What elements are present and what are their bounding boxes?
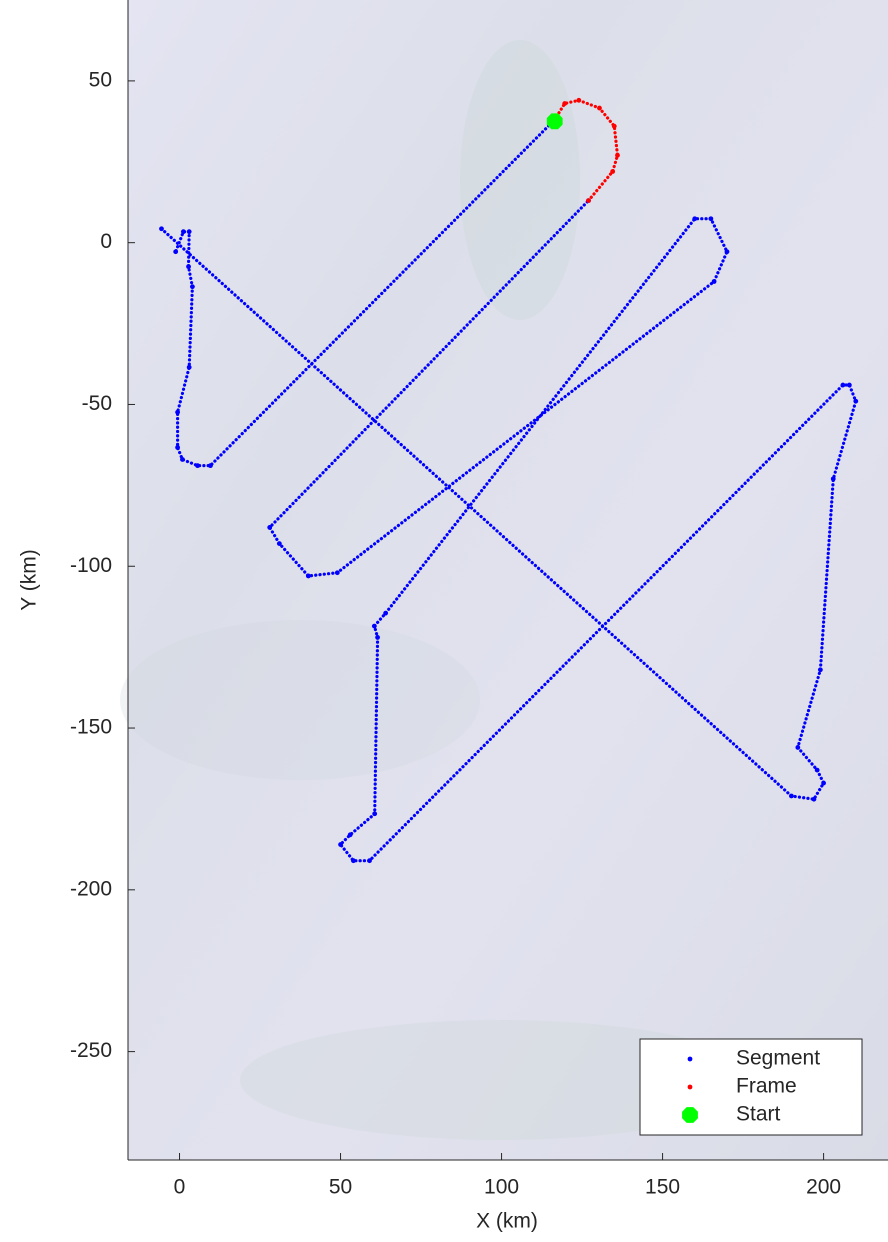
- y-tick-label: -50: [82, 392, 112, 415]
- point: [180, 229, 186, 235]
- y-axis-label: Y (km): [18, 549, 41, 610]
- point: [367, 858, 372, 864]
- legend-label: Start: [736, 1103, 781, 1126]
- point: [610, 169, 616, 174]
- point: [846, 382, 852, 388]
- point: [195, 463, 200, 469]
- point: [853, 398, 859, 404]
- point: [375, 635, 380, 640]
- y-tick-label: 50: [89, 68, 112, 91]
- point: [175, 445, 180, 450]
- point: [175, 409, 180, 415]
- legend-marker: [687, 1056, 693, 1062]
- point: [795, 745, 801, 750]
- point: [276, 541, 282, 546]
- track-line: [553, 98, 620, 203]
- point: [788, 793, 794, 799]
- point: [173, 249, 179, 255]
- y-tick-label: 0: [100, 230, 112, 253]
- point: [611, 123, 617, 129]
- point: [811, 796, 817, 802]
- point: [821, 780, 826, 786]
- legend-label: Frame: [736, 1075, 797, 1098]
- point: [586, 198, 591, 204]
- point: [347, 832, 353, 838]
- legend-box: [639, 1038, 863, 1136]
- y-tick-label: -150: [70, 716, 112, 739]
- point: [338, 842, 343, 847]
- point: [383, 610, 389, 616]
- legend: Segment Frame Start: [639, 1038, 863, 1136]
- point: [186, 264, 191, 270]
- point: [372, 811, 378, 817]
- point: [711, 279, 717, 284]
- terrain-shade: [460, 40, 580, 320]
- point: [186, 364, 192, 370]
- point: [208, 463, 213, 469]
- x-tick-label: 50: [329, 1176, 352, 1199]
- point: [724, 249, 730, 255]
- x-tick-label: 100: [484, 1176, 519, 1199]
- terrain-shade: [120, 620, 480, 780]
- point: [830, 476, 836, 482]
- point: [186, 229, 192, 235]
- x-axis-label: X (km): [476, 1210, 538, 1233]
- point: [267, 525, 273, 530]
- point: [190, 284, 195, 290]
- legend-label: Segment: [736, 1047, 820, 1070]
- point: [159, 226, 164, 232]
- map-background: [128, 0, 888, 1160]
- y-tick-label: -100: [70, 554, 112, 577]
- y-tick-label: -250: [70, 1039, 112, 1062]
- point: [840, 382, 846, 388]
- point: [334, 570, 340, 576]
- point: [180, 457, 185, 462]
- point: [562, 101, 568, 106]
- x-tick-label: 150: [645, 1176, 680, 1199]
- point: [817, 667, 823, 673]
- start-marker: [546, 113, 563, 130]
- point: [597, 105, 602, 111]
- point: [351, 858, 356, 864]
- point: [708, 216, 714, 222]
- point: [692, 216, 698, 222]
- point: [305, 573, 311, 579]
- terrain-shade: [240, 1020, 760, 1140]
- legend-marker: [682, 1107, 698, 1123]
- x-tick-label: 200: [806, 1176, 841, 1199]
- point: [576, 97, 582, 103]
- point: [814, 767, 820, 773]
- point: [371, 623, 377, 629]
- legend-marker: [687, 1084, 693, 1090]
- y-tick-label: -200: [70, 877, 112, 900]
- x-tick-label: 0: [174, 1176, 186, 1199]
- point: [615, 152, 620, 158]
